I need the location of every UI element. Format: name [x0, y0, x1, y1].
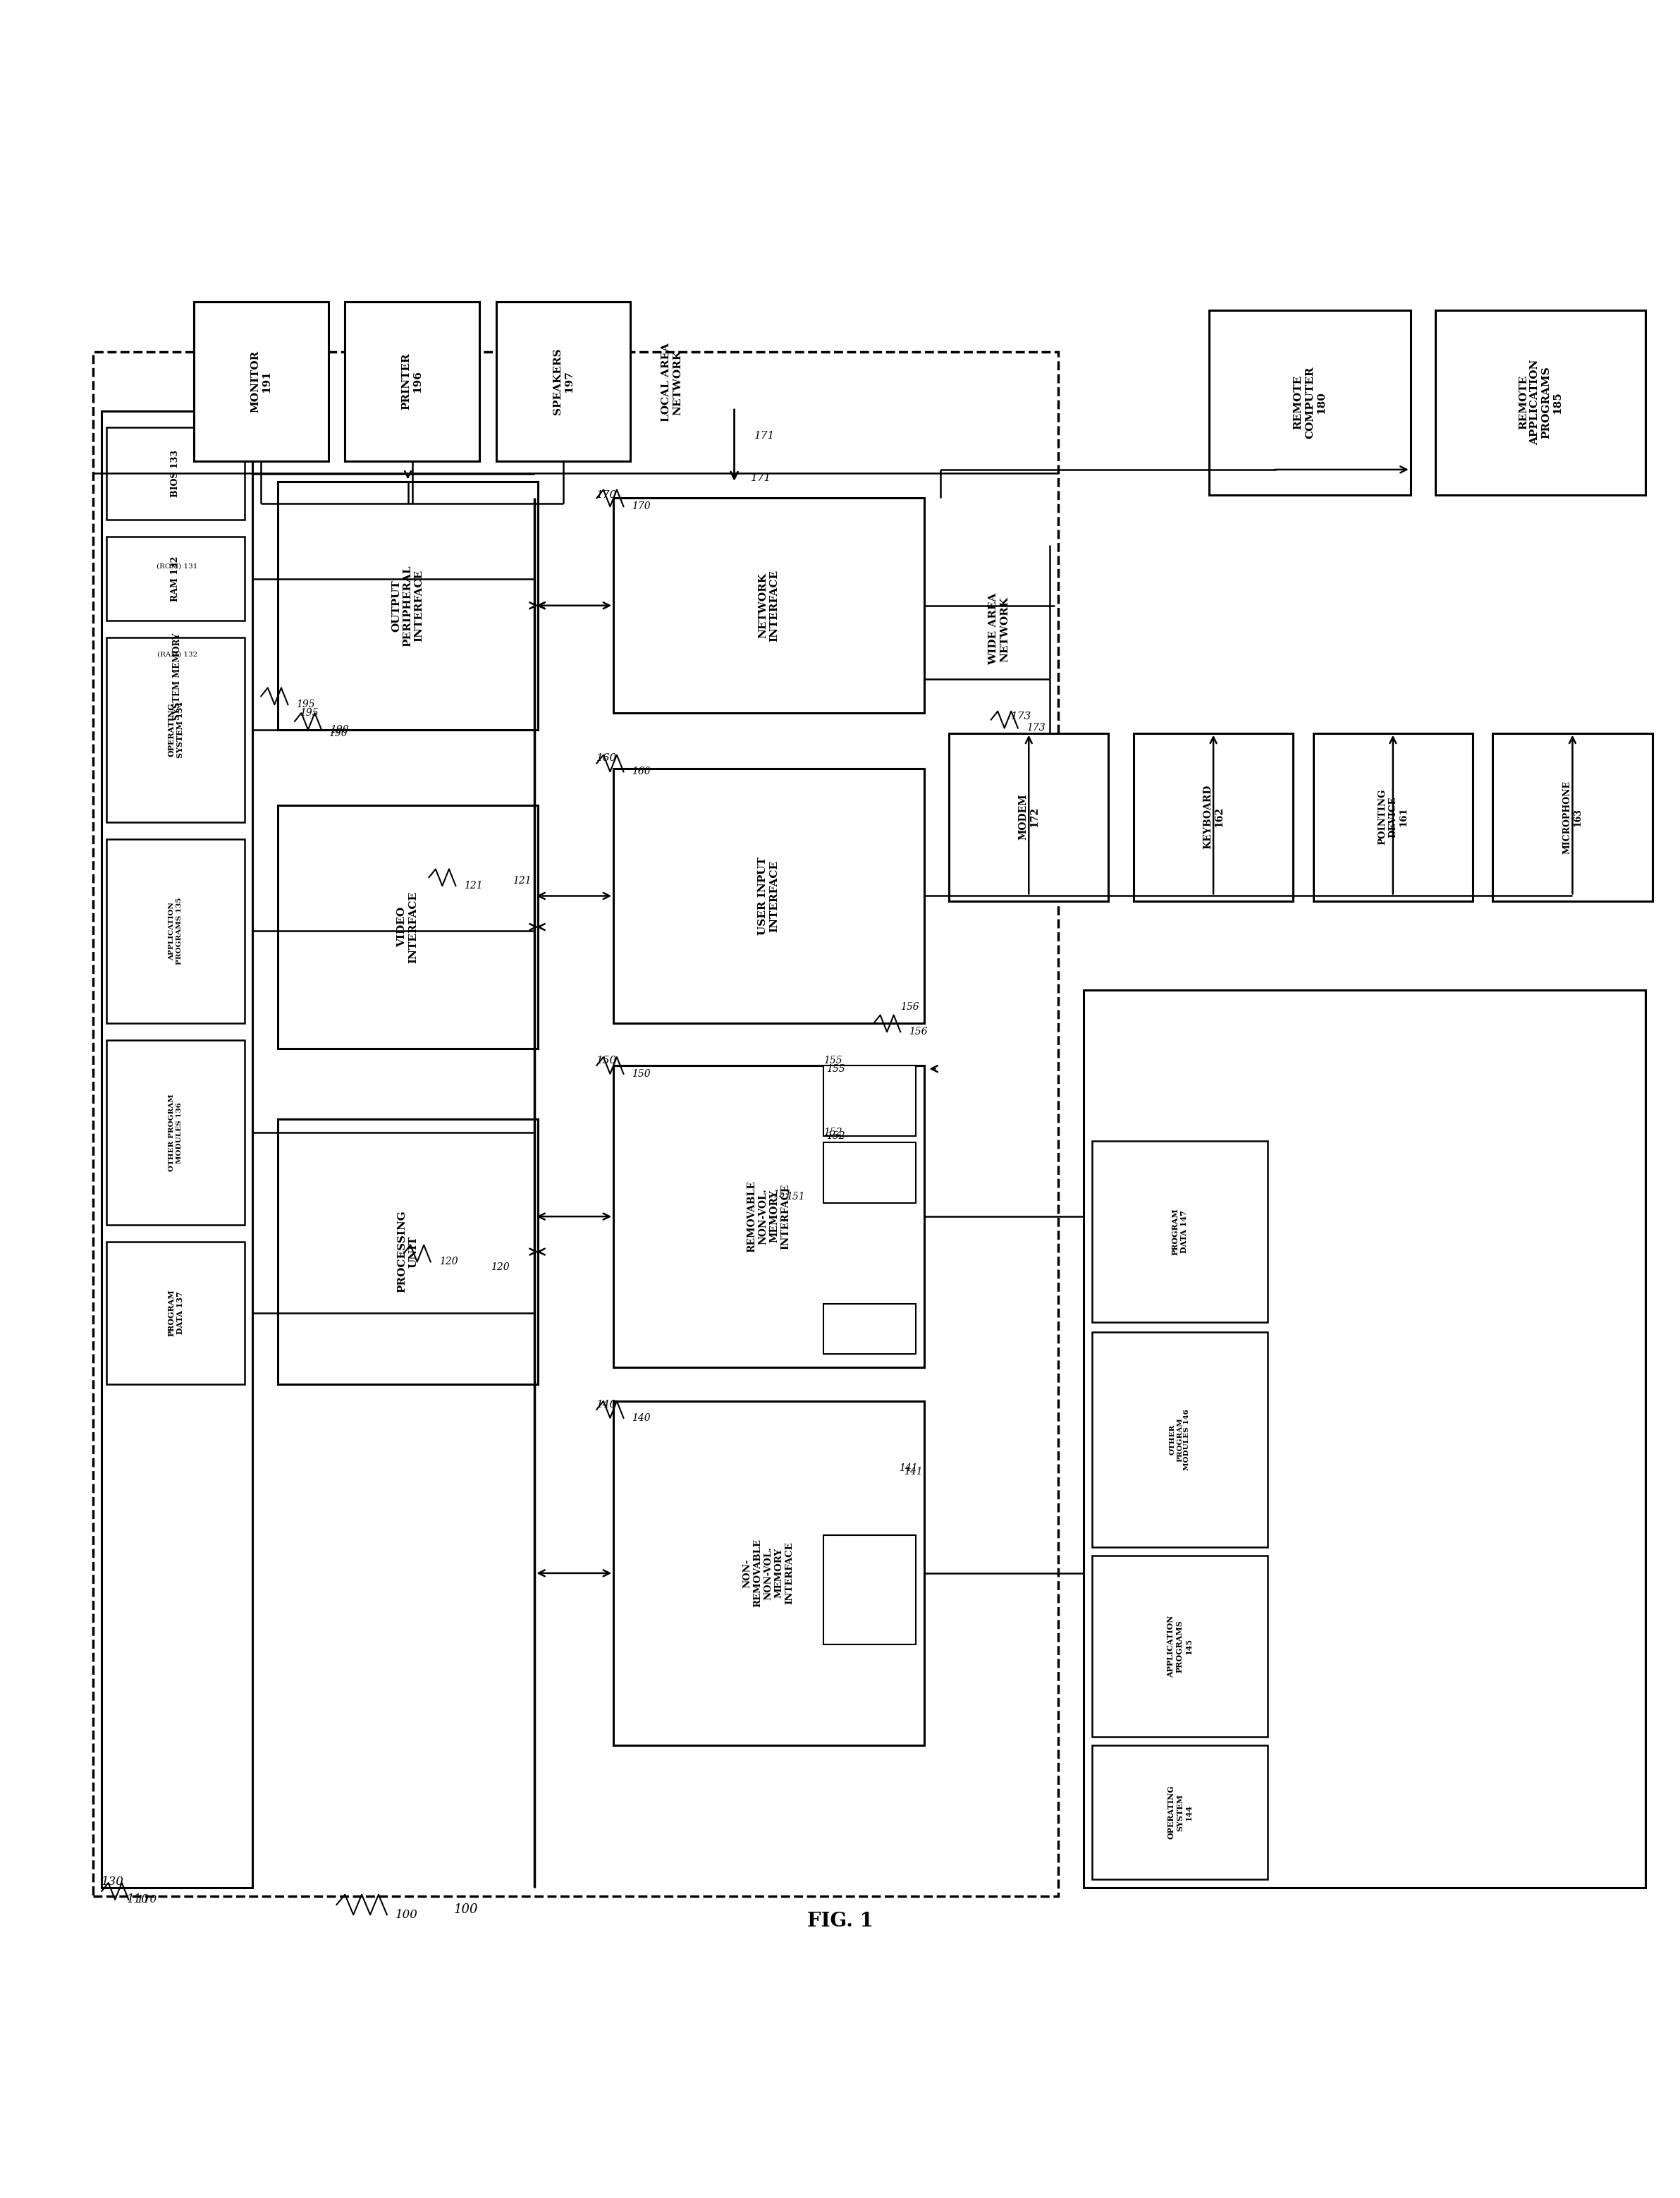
Text: 120: 120: [491, 1262, 509, 1273]
FancyBboxPatch shape: [949, 734, 1109, 901]
FancyBboxPatch shape: [1494, 734, 1651, 901]
Text: 100: 100: [395, 1908, 418, 1921]
Text: 170: 170: [632, 501, 650, 512]
FancyBboxPatch shape: [1092, 1141, 1268, 1323]
Text: 121: 121: [512, 875, 531, 886]
Text: USER INPUT
INTERFACE: USER INPUT INTERFACE: [758, 857, 780, 934]
Text: 150: 150: [632, 1068, 650, 1079]
Text: 190: 190: [329, 725, 349, 734]
Text: 195: 195: [296, 699, 316, 710]
Text: POINTING
DEVICE
161: POINTING DEVICE 161: [1378, 789, 1408, 844]
Text: 173: 173: [1026, 723, 1045, 732]
FancyBboxPatch shape: [108, 840, 244, 1024]
FancyBboxPatch shape: [108, 637, 244, 822]
Text: MONITOR
191: MONITOR 191: [250, 349, 272, 413]
Text: 171: 171: [754, 431, 774, 442]
FancyBboxPatch shape: [1092, 1332, 1268, 1547]
Text: PROGRAM
DATA 147: PROGRAM DATA 147: [1171, 1209, 1188, 1255]
FancyBboxPatch shape: [277, 481, 538, 730]
FancyBboxPatch shape: [823, 1066, 916, 1136]
FancyBboxPatch shape: [1092, 1556, 1268, 1736]
Text: 141: 141: [899, 1464, 917, 1473]
Text: REMOVABLE
NON-VOL.
MEMORY
INTERFACE: REMOVABLE NON-VOL. MEMORY INTERFACE: [746, 1180, 791, 1253]
Text: (ROM) 131: (ROM) 131: [156, 563, 198, 569]
Text: 156: 156: [909, 1026, 927, 1037]
FancyBboxPatch shape: [1134, 734, 1294, 901]
Text: 130: 130: [102, 1875, 124, 1888]
Text: 110: 110: [126, 1895, 150, 1906]
Text: 121: 121: [464, 881, 482, 890]
Text: KEYBOARD
162: KEYBOARD 162: [1203, 785, 1225, 848]
FancyBboxPatch shape: [108, 536, 244, 620]
Text: 171: 171: [751, 473, 771, 484]
Text: 140: 140: [632, 1413, 650, 1422]
Text: APPLICATION
PROGRAMS
145: APPLICATION PROGRAMS 145: [1168, 1616, 1193, 1677]
Text: PROCESSING
UNIT: PROCESSING UNIT: [396, 1211, 418, 1292]
Text: SPEAKERS
197: SPEAKERS 197: [553, 347, 575, 415]
FancyBboxPatch shape: [108, 429, 244, 521]
Text: NON-
REMOVABLE
NON-VOL.
MEMORY
INTERFACE: NON- REMOVABLE NON-VOL. MEMORY INTERFACE: [743, 1539, 795, 1607]
FancyBboxPatch shape: [1210, 310, 1411, 495]
Text: 151: 151: [773, 1189, 791, 1200]
Text: 100: 100: [454, 1903, 479, 1917]
Text: 150: 150: [596, 1055, 617, 1066]
Text: OPERATING
SYSTEM
144: OPERATING SYSTEM 144: [1168, 1785, 1193, 1840]
FancyBboxPatch shape: [823, 1303, 916, 1354]
Text: NETWORK
INTERFACE: NETWORK INTERFACE: [758, 569, 780, 642]
Text: 190: 190: [328, 728, 348, 739]
Text: SYSTEM MEMORY: SYSTEM MEMORY: [173, 633, 181, 721]
Text: OTHER
PROGRAM
MODULES 146: OTHER PROGRAM MODULES 146: [1169, 1409, 1191, 1470]
FancyBboxPatch shape: [277, 1119, 538, 1385]
Text: (RAM) 132: (RAM) 132: [156, 651, 197, 657]
Text: OUTPUT
PERIPHERAL
INTERFACE: OUTPUT PERIPHERAL INTERFACE: [391, 565, 425, 646]
Text: 141: 141: [904, 1466, 922, 1477]
Text: 173: 173: [1011, 712, 1032, 721]
FancyBboxPatch shape: [613, 1066, 924, 1367]
Text: REMOTE
COMPUTER
180: REMOTE COMPUTER 180: [1294, 367, 1326, 440]
FancyBboxPatch shape: [102, 411, 252, 1888]
FancyBboxPatch shape: [1092, 1745, 1268, 1879]
FancyBboxPatch shape: [344, 301, 479, 462]
Text: 140: 140: [596, 1400, 617, 1409]
Text: 155: 155: [823, 1055, 842, 1066]
Text: RAM 132: RAM 132: [171, 556, 180, 602]
Text: 120: 120: [438, 1257, 457, 1266]
FancyBboxPatch shape: [823, 1536, 916, 1644]
FancyBboxPatch shape: [277, 804, 538, 1048]
FancyBboxPatch shape: [1314, 734, 1473, 901]
Text: PRINTER
196: PRINTER 196: [402, 354, 423, 409]
Text: 156: 156: [900, 1002, 919, 1011]
Text: BIOS 133: BIOS 133: [171, 451, 180, 497]
Text: VIDEO
INTERFACE: VIDEO INTERFACE: [396, 890, 418, 963]
FancyBboxPatch shape: [496, 301, 630, 462]
FancyBboxPatch shape: [1436, 310, 1645, 495]
FancyBboxPatch shape: [108, 1040, 244, 1224]
Text: OTHER PROGRAM
MODULES 136: OTHER PROGRAM MODULES 136: [168, 1095, 183, 1172]
Text: FIG. 1: FIG. 1: [806, 1912, 874, 1932]
Text: 160: 160: [596, 754, 617, 763]
Text: 152: 152: [827, 1132, 845, 1141]
Text: 151: 151: [786, 1191, 805, 1202]
FancyBboxPatch shape: [613, 769, 924, 1024]
Text: 195: 195: [299, 708, 319, 719]
Text: WIDE AREA
NETWORK: WIDE AREA NETWORK: [990, 593, 1010, 666]
Text: 155: 155: [827, 1064, 845, 1075]
FancyBboxPatch shape: [1084, 989, 1645, 1888]
Text: LOCAL AREA
NETWORK: LOCAL AREA NETWORK: [662, 343, 682, 422]
Text: 170: 170: [596, 490, 617, 499]
FancyBboxPatch shape: [108, 1242, 244, 1385]
Text: 160: 160: [632, 767, 650, 776]
Text: OPERATING
SYSTEM 134: OPERATING SYSTEM 134: [166, 701, 183, 758]
FancyBboxPatch shape: [613, 1400, 924, 1745]
FancyBboxPatch shape: [823, 1143, 916, 1202]
Text: 110: 110: [136, 1895, 158, 1903]
FancyBboxPatch shape: [613, 499, 924, 712]
Text: 152: 152: [823, 1128, 842, 1139]
Text: PROGRAM
DATA 137: PROGRAM DATA 137: [166, 1290, 183, 1336]
Text: MICROPHONE
163: MICROPHONE 163: [1562, 780, 1583, 853]
Text: REMOTE
APPLICATION
PROGRAMS
185: REMOTE APPLICATION PROGRAMS 185: [1519, 360, 1562, 446]
Text: MODEM
172: MODEM 172: [1018, 793, 1040, 840]
FancyBboxPatch shape: [193, 301, 328, 462]
Text: APPLICATION
PROGRAMS 135: APPLICATION PROGRAMS 135: [168, 897, 183, 965]
